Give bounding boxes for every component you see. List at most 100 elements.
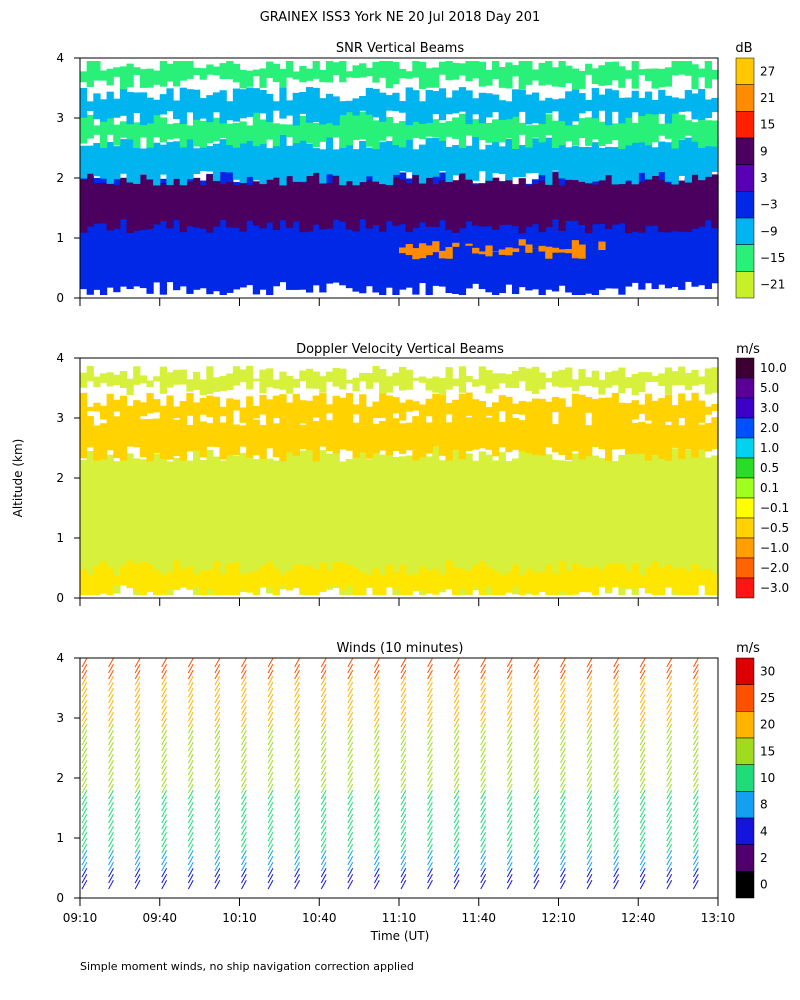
wind-barb — [533, 741, 540, 752]
wind-barb — [108, 669, 114, 680]
heatmap-cell — [166, 372, 174, 388]
wind-barb — [533, 759, 540, 770]
heatmap-cell — [153, 570, 161, 595]
heatmap-cell — [80, 179, 88, 233]
heatmap-cell — [505, 461, 513, 586]
wind-barb — [666, 699, 673, 710]
heatmap-cell — [385, 174, 393, 222]
winds-colorbar-unit: m/s — [736, 641, 760, 656]
heatmap-cell — [545, 97, 553, 114]
wind-barb — [161, 873, 168, 884]
heatmap-cell — [492, 570, 500, 595]
heatmap-cell — [412, 457, 420, 588]
wind-barb — [400, 753, 407, 764]
heatmap-cell — [312, 183, 320, 286]
wind-barb — [134, 675, 141, 686]
wind-barb — [373, 879, 380, 890]
wind-barb — [639, 699, 646, 710]
wind-barb — [241, 699, 247, 710]
wind-barb — [560, 663, 566, 674]
wind-barb — [639, 759, 646, 770]
wind-barb — [134, 747, 141, 758]
wind-barb — [533, 861, 540, 872]
wind-barb — [453, 735, 460, 746]
wind-barb — [506, 693, 513, 704]
heatmap-cell — [339, 146, 347, 186]
wind-barb — [560, 813, 566, 824]
wind-barb — [294, 843, 300, 854]
heatmap-cell — [704, 368, 712, 395]
heatmap-cell — [458, 452, 467, 595]
heatmap-cell — [578, 244, 586, 259]
wind-barb — [320, 729, 327, 740]
wind-barb — [506, 699, 513, 710]
heatmap-cell — [286, 422, 294, 453]
heatmap-cell — [133, 563, 141, 592]
wind-barb — [214, 807, 221, 818]
wind-barb — [613, 741, 619, 752]
heatmap-cell — [239, 574, 247, 590]
heatmap-cell — [485, 144, 493, 181]
heatmap-cell — [492, 373, 500, 389]
x-tick-label: 10:40 — [302, 911, 337, 925]
wind-barb — [613, 705, 619, 716]
heatmap-cell — [232, 366, 241, 386]
wind-barb — [533, 693, 540, 704]
wind-barb — [639, 669, 646, 680]
heatmap-cell — [418, 376, 427, 383]
heatmap-cell — [664, 424, 673, 461]
heatmap-cell — [445, 560, 453, 590]
heatmap-cell — [80, 372, 88, 388]
wind-barb — [480, 807, 487, 818]
heatmap-cell — [585, 180, 593, 234]
heatmap-cell — [372, 142, 380, 182]
colorbar-label: 5.0 — [760, 381, 779, 395]
heatmap-cell — [531, 92, 540, 124]
wind-barb — [506, 753, 513, 764]
wind-barb — [347, 657, 354, 668]
wind-barb — [108, 663, 114, 674]
heatmap-cell — [518, 184, 526, 288]
heatmap-cell — [671, 112, 679, 149]
wind-barb — [241, 801, 247, 812]
heatmap-cell — [192, 67, 201, 75]
wind-barb — [692, 795, 699, 806]
heatmap-cell — [352, 110, 360, 140]
heatmap-cell — [551, 371, 560, 387]
heatmap-cell — [299, 450, 307, 595]
heatmap-cell — [252, 69, 261, 77]
heatmap-cell — [658, 448, 666, 595]
wind-barb — [134, 741, 141, 752]
heatmap-cell — [385, 141, 393, 186]
heatmap-cell — [99, 99, 108, 122]
heatmap-cell — [545, 175, 553, 228]
heatmap-cell — [485, 407, 493, 416]
wind-barb — [373, 849, 380, 860]
wind-barb — [294, 729, 300, 740]
heatmap-cell — [664, 457, 673, 587]
heatmap-cell — [605, 121, 613, 144]
heatmap-cell — [239, 452, 247, 593]
heatmap-cell — [106, 68, 114, 86]
wind-barb — [347, 789, 354, 800]
wind-barb — [294, 771, 300, 782]
wind-barb — [81, 795, 88, 806]
heatmap-cell — [438, 393, 447, 422]
colorbar-label: 27 — [760, 64, 775, 78]
wind-barb — [241, 783, 247, 794]
heatmap-cell — [585, 180, 593, 294]
heatmap-cell — [498, 111, 506, 143]
heatmap-cell — [711, 120, 719, 147]
wind-barb — [453, 867, 460, 878]
heatmap-cell — [385, 178, 393, 288]
wind-barb — [427, 711, 433, 722]
wind-barb — [480, 873, 487, 884]
heatmap-cell — [498, 373, 506, 384]
heatmap-cell — [192, 89, 201, 120]
heatmap-cell — [93, 61, 101, 81]
heatmap-cell — [565, 91, 573, 126]
wind-barb — [639, 663, 646, 674]
colorbar-swatch — [735, 191, 755, 219]
